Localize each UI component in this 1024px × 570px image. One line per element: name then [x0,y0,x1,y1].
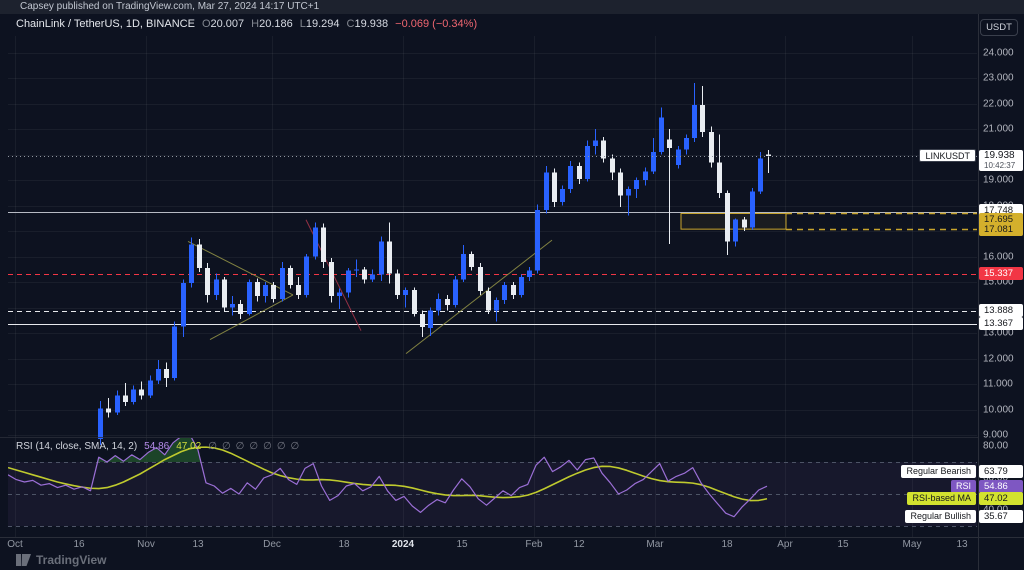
axis-badge: 63.79 [979,465,1023,479]
time-tick: 13 [192,539,204,550]
time-tick: 2024 [391,539,415,550]
ohlc-open: O20.007 [201,18,245,30]
price-tick: 15.000 [983,276,1014,288]
watermark-text: TradingView [36,553,107,567]
time-tick: Dec [263,539,281,550]
indicator-tag: RSI-based MA [907,492,976,506]
hidden-plot-icon: ∅ [276,441,286,452]
price-tick: 21.000 [983,123,1014,135]
rsi-ma-value: 47.02 [176,441,202,452]
hidden-plot-icon: ∅ [290,441,300,452]
price-tick: 13.000 [983,327,1014,339]
axis-badge: 13.367 [979,317,1023,331]
axis-badge: 47.02 [979,492,1023,506]
time-tick: 12 [573,539,585,550]
rsi-tick: 80.00 [983,440,1009,452]
time-tick: Oct [7,539,23,550]
hidden-plot-icon: ∅ [221,441,231,452]
ohlc-low: L19.294 [299,18,340,30]
ohlc-high: H20.186 [251,18,293,30]
rsi-tick: 40.00 [983,505,1008,516]
time-tick: Feb [525,539,543,550]
hidden-plot-icon: ∅ [249,441,259,452]
currency-toggle-button[interactable]: USDT [980,19,1018,36]
axis-badge: 54.86 [979,479,1023,493]
axis-badge: 17.748 [979,203,1023,217]
indicator-tag: Regular Bearish [901,465,976,479]
price-tick: 11.000 [983,378,1013,390]
tradingview-watermark[interactable]: TradingView [16,553,106,567]
rsi-value: 54.86 [144,441,170,452]
axis-badge: 13.888 [979,304,1023,318]
published-bar: Capsey published on TradingView.com, Mar… [0,0,1024,14]
published-text: Capsey published on TradingView.com, Mar… [20,1,320,12]
time-tick: Nov [137,539,155,550]
time-tick: 16 [73,539,85,550]
hidden-plot-icon: ∅ [235,441,245,452]
price-tick: 23.000 [983,72,1014,84]
price-tick: 16.000 [983,251,1014,263]
hidden-plot-icon: ∅ [263,441,272,452]
axis-badge: 35.67 [979,510,1023,524]
hidden-plot-icon: ∅ [208,441,217,452]
current-price-value: 19.938 [984,150,1015,162]
symbol-legend: ChainLink / TetherUS, 1D, BINANCE O20.00… [16,18,477,31]
price-change: −0.069 (−0.34%) [395,18,478,30]
axis-badge: 15.337 [979,267,1023,281]
time-tick: 15 [837,539,849,550]
price-tick: 24.000 [983,47,1014,59]
price-tick: 12.000 [983,353,1014,365]
price-tick: 19.000 [983,174,1014,186]
price-tick: 9.000 [983,429,1009,441]
time-tick: Mar [646,539,664,550]
indicator-tag: RSI [950,479,976,493]
time-tick: May [902,539,922,550]
current-price-badge: 19.938 10:42:37 [979,150,1023,172]
rsi-legend: RSI (14, close, SMA, 14, 2) 54.86 47.02 … [16,441,299,453]
rsi-title: RSI (14, close, SMA, 14, 2) [16,441,138,452]
time-tick: 18 [338,539,350,550]
time-tick: 13 [956,539,968,550]
time-tick: 15 [456,539,468,550]
ohlc-close: C19.938 [346,18,389,30]
rsi-hidden-plots: ∅ ∅ ∅ ∅ ∅ ∅ ∅ [208,441,299,453]
symbol-price-tag: LINKUSDT [919,149,976,163]
price-tick: 10.000 [983,404,1014,416]
time-tick: 18 [721,539,733,550]
axis-badge: 17.081 [979,222,1023,236]
indicator-tag: Regular Bullish [905,510,976,524]
time-tick: Apr [777,539,793,550]
tradingview-logo-icon [16,553,31,566]
bar-countdown: 10:42:37 [984,161,1016,171]
symbol-title: ChainLink / TetherUS, 1D, BINANCE [16,18,195,30]
price-tick: 22.000 [983,98,1014,110]
